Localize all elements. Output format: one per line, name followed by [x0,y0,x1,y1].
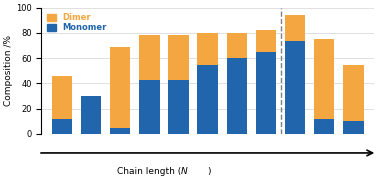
Bar [139,80,160,134]
Text: ): ) [208,167,211,176]
Bar [197,33,218,65]
Bar [197,65,218,134]
Bar [314,39,335,119]
Bar [168,80,189,134]
Y-axis label: Composition /%: Composition /% [4,35,13,106]
Bar [226,58,247,134]
Bar [168,36,189,80]
Bar [285,15,305,40]
Bar [110,47,130,128]
Bar [343,65,364,121]
Text: N: N [181,167,188,176]
Bar [256,52,276,134]
Text: Chain length (: Chain length ( [117,167,181,176]
Bar [52,119,72,134]
Bar [285,40,305,134]
Bar [314,119,335,134]
Bar [256,30,276,52]
Bar [110,128,130,134]
Bar [226,33,247,58]
Bar [139,36,160,80]
Bar [52,76,72,119]
Bar [343,121,364,134]
Bar [81,96,101,134]
Legend: Dimer, Monomer: Dimer, Monomer [46,12,108,34]
